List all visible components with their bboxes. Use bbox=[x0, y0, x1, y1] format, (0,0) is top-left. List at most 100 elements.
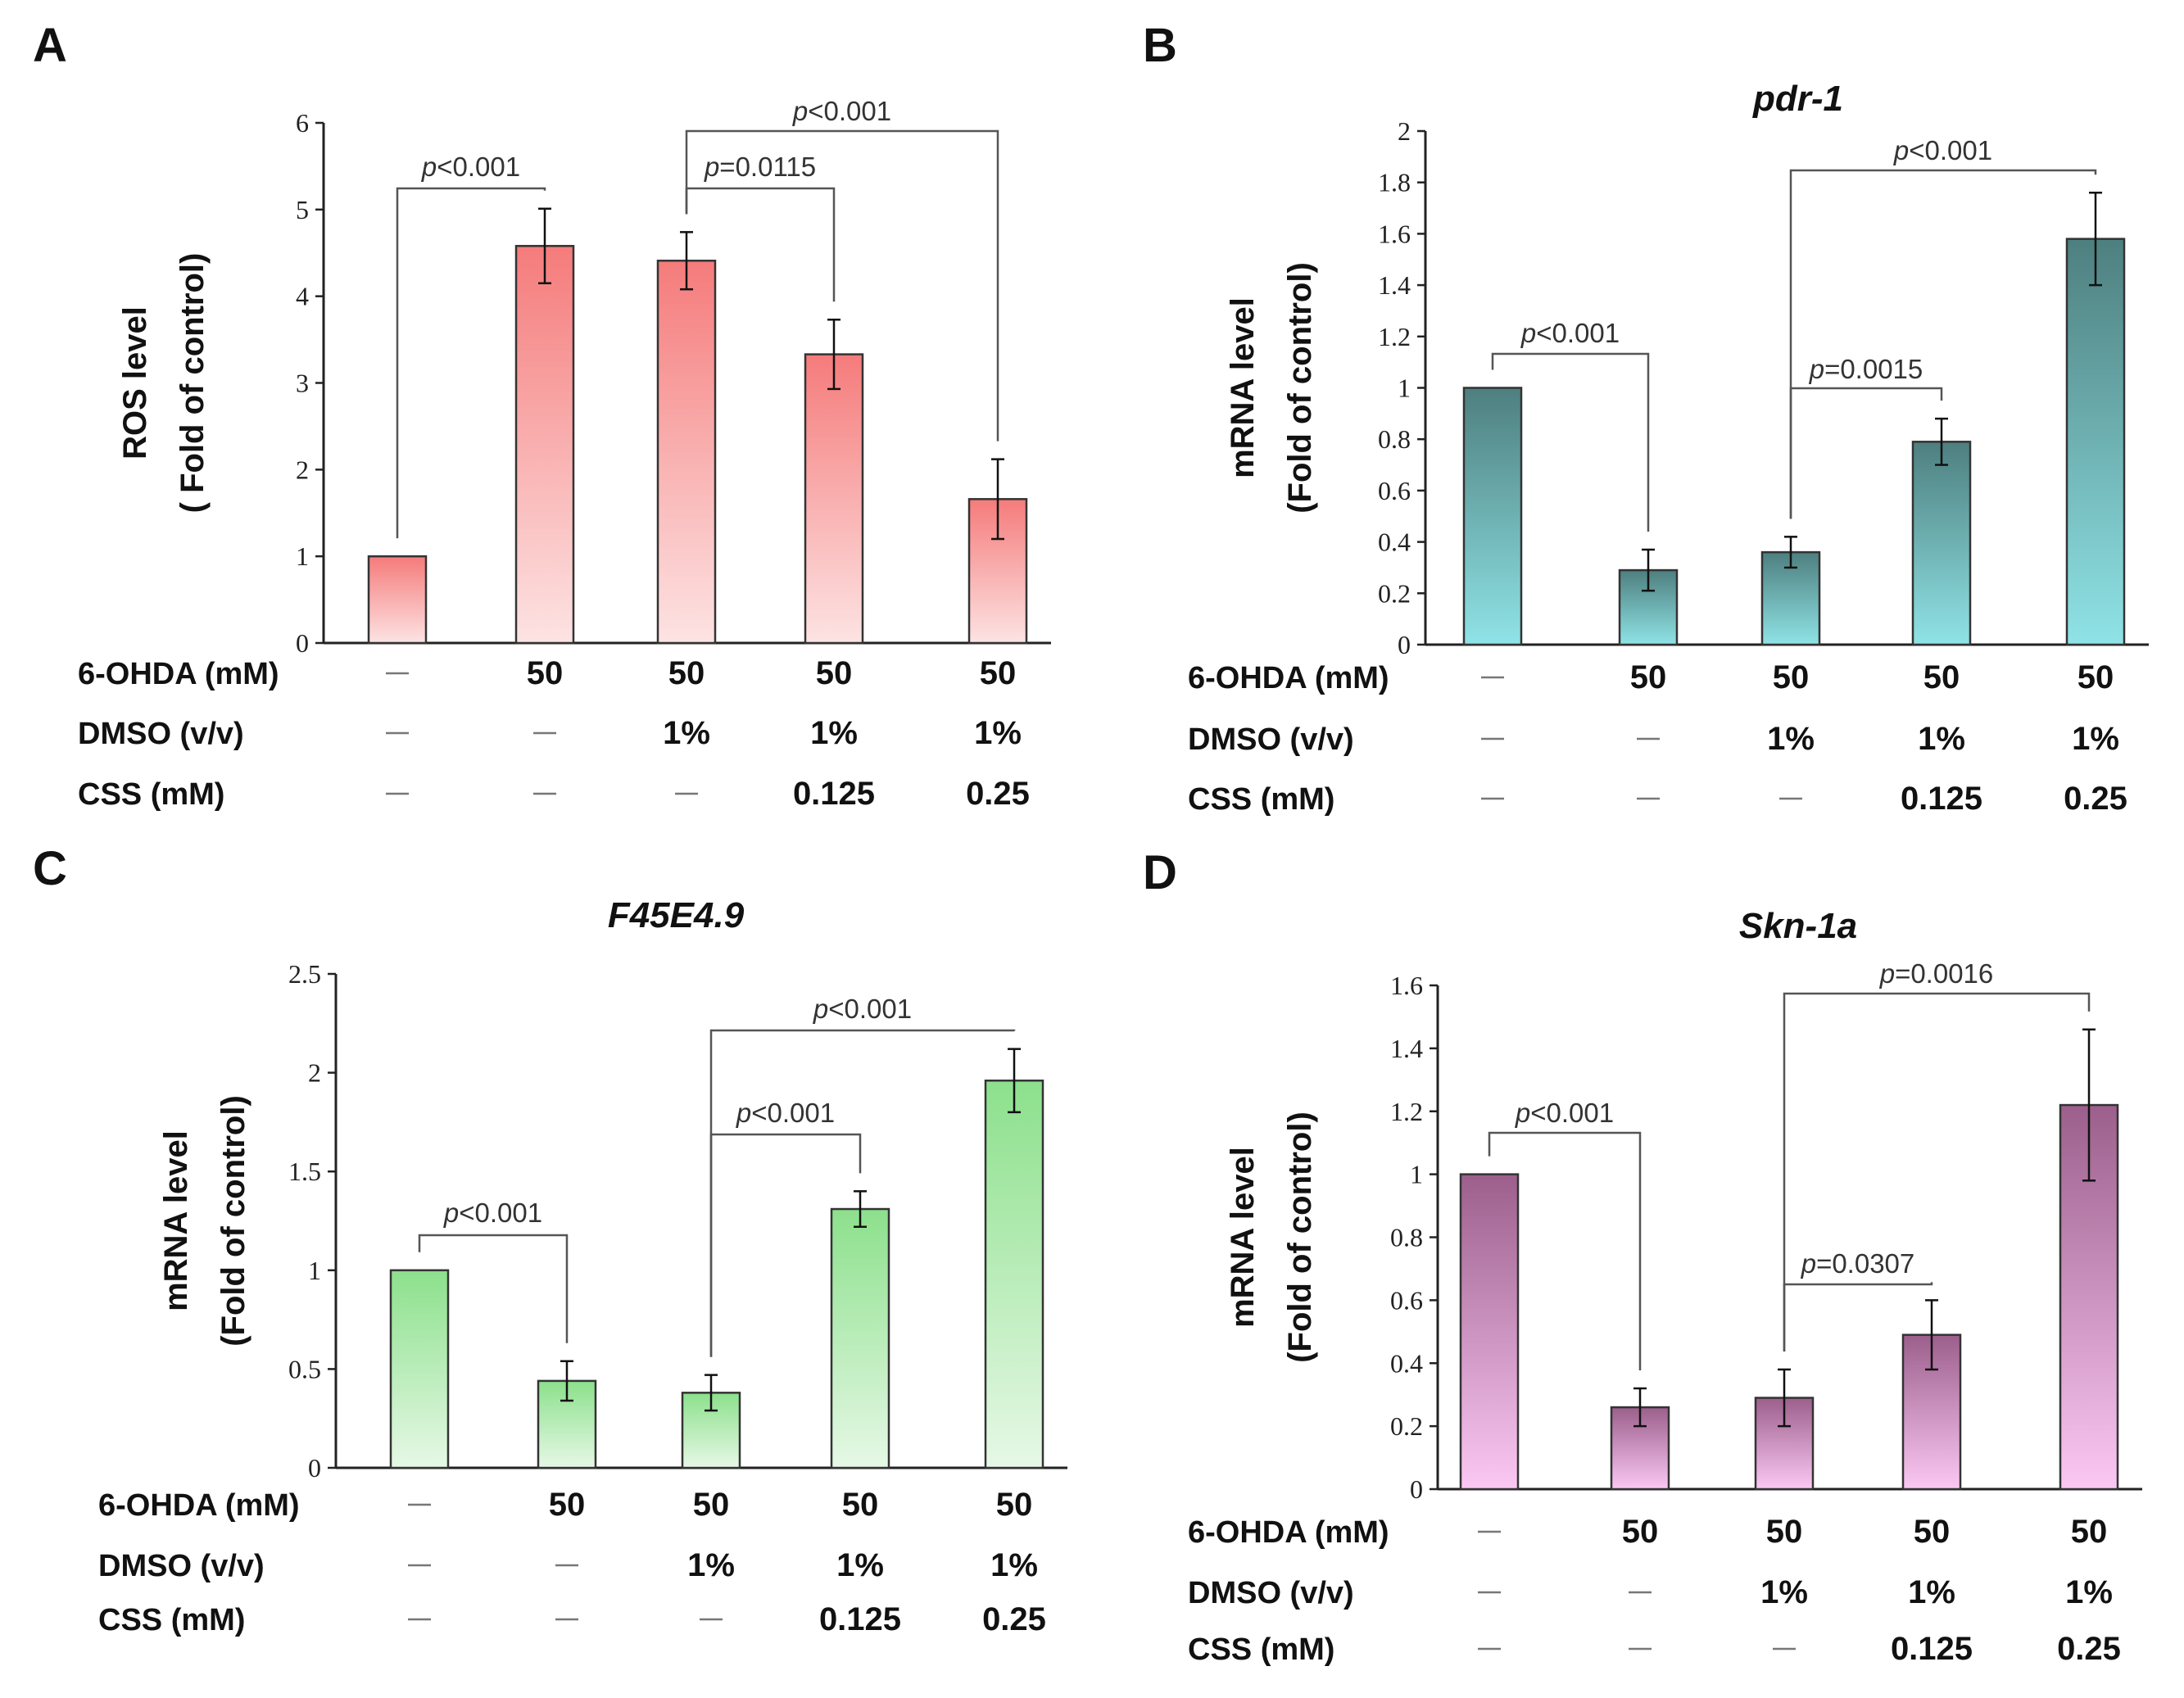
y-tick-label: 2 bbox=[296, 455, 309, 484]
p-value-label: p<0.001 bbox=[1515, 1098, 1614, 1128]
significance-bracket-2: p=0.0115 bbox=[685, 152, 836, 302]
p-value-label: p<0.001 bbox=[421, 152, 520, 182]
y-axis-label: (Fold of control) bbox=[215, 1095, 251, 1347]
error-bar-5 bbox=[2089, 191, 2102, 287]
condition-value: 50 bbox=[2078, 659, 2114, 695]
y-tick-label: 0.8 bbox=[1378, 424, 1411, 454]
y-tick-label: 1.2 bbox=[1390, 1097, 1423, 1126]
y-tick-label: 4 bbox=[296, 282, 309, 311]
p-value-label: p<0.001 bbox=[813, 994, 912, 1024]
y-tick-label: 0.6 bbox=[1378, 476, 1411, 505]
condition-value: 1% bbox=[2072, 721, 2119, 757]
y-tick-label: 0.5 bbox=[288, 1354, 321, 1383]
y-tick-label: 1 bbox=[1410, 1160, 1423, 1189]
y-tick-label: 1 bbox=[308, 1256, 321, 1285]
p-value-label: p=0.0115 bbox=[704, 152, 816, 182]
p-value-label: p=0.0307 bbox=[1801, 1248, 1915, 1279]
error-bar-2 bbox=[538, 207, 551, 285]
p-value-label: p=0.0016 bbox=[1879, 958, 1994, 989]
y-tick-label: 0.6 bbox=[1390, 1285, 1423, 1315]
significance-bracket-1: p<0.001 bbox=[1488, 1098, 1642, 1370]
condition-row-label: CSS (mM) bbox=[78, 777, 224, 812]
bar-1 bbox=[367, 555, 428, 645]
error-bar-4 bbox=[1925, 1299, 1938, 1371]
bar-4 bbox=[804, 353, 864, 645]
bar-1 bbox=[1462, 387, 1523, 646]
condition-value: 1% bbox=[1767, 721, 1815, 757]
bar-1 bbox=[1459, 1173, 1520, 1491]
condition-value: 50 bbox=[842, 1487, 879, 1523]
error-bar-4 bbox=[854, 1190, 867, 1228]
condition-row-label: DMSO (v/v) bbox=[78, 717, 244, 751]
y-tick-label: 3 bbox=[296, 369, 309, 398]
condition-row-label: 6-OHDA (mM) bbox=[1188, 661, 1389, 695]
y-tick-label: 1.8 bbox=[1378, 168, 1411, 197]
y-tick-label: 1.5 bbox=[288, 1157, 321, 1186]
condition-value: 1% bbox=[810, 715, 858, 751]
condition-value: 50 bbox=[980, 655, 1017, 691]
error-bar-2 bbox=[1642, 548, 1655, 592]
condition-value: 50 bbox=[1923, 659, 1960, 695]
error-bar-2 bbox=[1633, 1387, 1647, 1428]
y-tick-label: 1 bbox=[296, 541, 309, 571]
bar-2 bbox=[514, 245, 575, 645]
y-tick-label: 0.8 bbox=[1390, 1223, 1423, 1252]
condition-value: 50 bbox=[693, 1487, 730, 1523]
condition-row-label: 6-OHDA (mM) bbox=[98, 1488, 300, 1523]
condition-value: 0.25 bbox=[982, 1601, 1046, 1637]
chart-title: F45E4.9 bbox=[608, 895, 745, 935]
condition-value: 50 bbox=[1622, 1514, 1659, 1550]
condition-value: 50 bbox=[549, 1487, 586, 1523]
condition-value: 1% bbox=[1908, 1574, 1955, 1610]
bar-1 bbox=[389, 1269, 450, 1469]
condition-value: 50 bbox=[1773, 659, 1810, 695]
y-tick-label: 2.5 bbox=[288, 959, 321, 989]
significance-bracket-3: p=0.0016 bbox=[1783, 958, 2091, 1352]
error-bar-5 bbox=[2082, 1028, 2096, 1182]
condition-row-label: CSS (mM) bbox=[1188, 1632, 1334, 1667]
condition-value: 0.125 bbox=[819, 1601, 901, 1637]
y-tick-label: 1.4 bbox=[1378, 270, 1411, 300]
y-tick-label: 2 bbox=[1398, 116, 1411, 146]
y-tick-label: 1.2 bbox=[1378, 322, 1411, 351]
p-value-label: p<0.001 bbox=[1893, 135, 1992, 165]
significance-bracket-2: p<0.001 bbox=[709, 1098, 862, 1357]
error-bar-5 bbox=[991, 458, 1004, 541]
y-tick-label: 1.6 bbox=[1378, 219, 1411, 248]
condition-value: 1% bbox=[990, 1547, 1038, 1583]
chart-title: Skn-1a bbox=[1739, 906, 1857, 946]
condition-row-label: DMSO (v/v) bbox=[1188, 722, 1354, 757]
condition-row-label: 6-OHDA (mM) bbox=[78, 657, 279, 691]
panel-A: A 0 1 2 3 4 5 6 ROS level ( Fold of control) p<0.0… bbox=[33, 19, 1051, 812]
y-tick-label: 6 bbox=[296, 108, 309, 138]
significance-bracket-3: p<0.001 bbox=[685, 96, 999, 441]
condition-value: 50 bbox=[996, 1487, 1033, 1523]
condition-row-label: CSS (mM) bbox=[1188, 782, 1334, 817]
y-tick-label: 1.6 bbox=[1390, 971, 1423, 1000]
condition-value: 0.125 bbox=[1901, 781, 1982, 817]
significance-bracket-1: p<0.001 bbox=[418, 1198, 569, 1343]
condition-value: 0.25 bbox=[2064, 781, 2127, 817]
significance-bracket-3: p<0.001 bbox=[1789, 135, 2097, 519]
y-tick-label: 0 bbox=[308, 1453, 321, 1483]
y-axis-label: ROS level bbox=[117, 306, 153, 460]
y-tick-label: 0 bbox=[1410, 1474, 1423, 1504]
panel-C: C F45E4.9 0 0.5 1 1.5 2 2.5 mRNA level (Fold of c… bbox=[33, 842, 1067, 1637]
error-bar-3 bbox=[705, 1374, 718, 1412]
y-tick-label: 1 bbox=[1398, 374, 1411, 403]
panel-letter: A bbox=[33, 19, 67, 72]
condition-value: 50 bbox=[527, 655, 564, 691]
condition-value: 50 bbox=[1630, 659, 1667, 695]
condition-value: 1% bbox=[663, 715, 710, 751]
condition-value: 50 bbox=[2071, 1514, 2108, 1550]
error-bar-2 bbox=[560, 1360, 573, 1402]
condition-value: 1% bbox=[836, 1547, 884, 1583]
bar-3 bbox=[656, 260, 717, 645]
panel-letter: C bbox=[33, 842, 67, 895]
condition-value: 50 bbox=[668, 655, 705, 691]
condition-row-label: CSS (mM) bbox=[98, 1603, 245, 1637]
condition-row-label: DMSO (v/v) bbox=[1188, 1576, 1354, 1610]
y-tick-label: 0.4 bbox=[1390, 1348, 1423, 1378]
condition-value: 1% bbox=[687, 1547, 735, 1583]
